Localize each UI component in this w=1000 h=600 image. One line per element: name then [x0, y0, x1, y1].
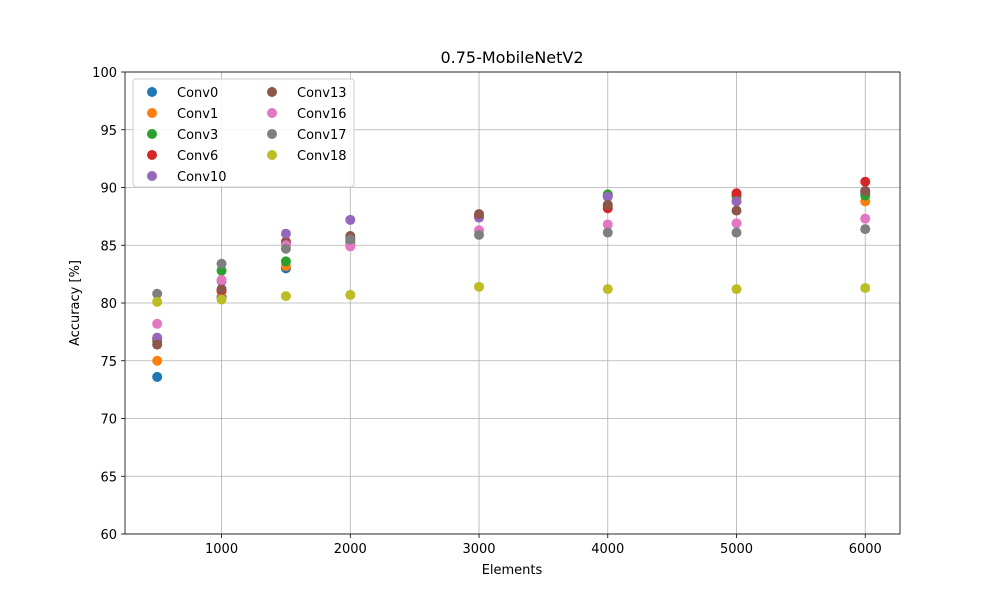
legend-label-conv10: Conv10: [177, 170, 227, 185]
legend-label-conv3: Conv3: [177, 128, 218, 143]
data-point-conv10: [731, 196, 742, 207]
legend-marker-conv18: [267, 150, 277, 160]
data-point-conv10: [280, 228, 291, 239]
legend: Conv0 Conv1 Conv3 Conv6 Conv10 Conv13 Conv16 Co…: [132, 78, 355, 188]
legend-label-conv17: Conv17: [297, 128, 347, 143]
x-tick-label: 1000: [205, 542, 238, 557]
data-point-conv18: [602, 284, 613, 295]
data-point-conv18: [474, 281, 485, 292]
data-point-conv18: [216, 294, 227, 305]
data-point-conv1: [152, 355, 163, 366]
data-point-conv18: [345, 289, 356, 300]
y-axis-title: Accuracy [%]: [68, 260, 83, 346]
x-tick-label: 4000: [591, 542, 624, 557]
data-point-conv18: [152, 296, 163, 307]
data-point-conv18: [731, 284, 742, 295]
y-tick-label: 90: [100, 182, 117, 197]
data-point-conv17: [280, 243, 291, 254]
legend-marker-conv3: [147, 129, 157, 139]
data-point-conv17: [602, 227, 613, 238]
data-point-conv16: [860, 213, 871, 224]
data-point-conv13: [860, 185, 871, 196]
legend-label-conv13: Conv13: [297, 86, 347, 101]
data-point-conv3: [216, 265, 227, 276]
y-tick-label: 65: [100, 470, 117, 485]
legend-label-conv18: Conv18: [297, 149, 347, 164]
legend-marker-conv10: [147, 171, 157, 181]
x-tick-label: 5000: [720, 542, 753, 557]
data-point-conv0: [152, 371, 163, 382]
data-point-conv16: [731, 218, 742, 229]
y-tick-label: 100: [92, 66, 117, 81]
data-point-conv17: [731, 227, 742, 238]
y-tick-label: 95: [100, 124, 117, 139]
data-point-conv18: [860, 282, 871, 293]
data-point-conv16: [152, 318, 163, 329]
legend-label-conv0: Conv0: [177, 86, 218, 101]
data-point-conv17: [216, 258, 227, 269]
data-point-conv10: [152, 332, 163, 343]
legend-marker-conv13: [267, 87, 277, 97]
data-point-conv13: [216, 284, 227, 295]
data-point-conv17: [860, 224, 871, 235]
data-point-conv13: [731, 205, 742, 216]
data-point-conv16: [216, 274, 227, 285]
axes: 1000 2000 3000 4000 5000 6000 60 65 70 75 80 85 90 95…: [92, 66, 901, 557]
data-point-conv17: [152, 288, 163, 299]
data-point-conv13: [474, 209, 485, 220]
data-point-conv18: [280, 291, 291, 302]
data-point-conv17: [474, 229, 485, 240]
legend-marker-conv1: [147, 108, 157, 118]
x-tick-label: 3000: [462, 542, 495, 557]
legend-marker-conv17: [267, 129, 277, 139]
data-point-conv10: [345, 214, 356, 225]
data-point-conv6: [860, 176, 871, 187]
legend-marker-conv16: [267, 108, 277, 118]
data-point-conv16: [345, 241, 356, 252]
legend-label-conv1: Conv1: [177, 107, 218, 122]
data-point-conv3: [280, 256, 291, 267]
legend-marker-conv0: [147, 87, 157, 97]
legend-marker-conv6: [147, 150, 157, 160]
data-point-conv13: [602, 199, 613, 210]
data-point-conv10: [602, 191, 613, 202]
data-point-conv13: [152, 339, 163, 350]
data-point-conv17: [345, 234, 356, 245]
legend-label-conv16: Conv16: [297, 107, 347, 122]
x-tick-label: 6000: [849, 542, 882, 557]
data-point-conv6: [731, 188, 742, 199]
y-tick-label: 75: [100, 355, 117, 370]
y-tick-label: 70: [100, 413, 117, 428]
y-tick-label: 85: [100, 239, 117, 254]
y-tick-label: 80: [100, 297, 117, 312]
x-tick-label: 2000: [334, 542, 367, 557]
data-points: [152, 176, 871, 382]
legend-label-conv6: Conv6: [177, 149, 218, 164]
x-axis-title: Elements: [482, 563, 543, 578]
legend-box: [132, 78, 355, 188]
data-point-conv16: [602, 219, 613, 230]
y-tick-label: 60: [100, 528, 117, 543]
chart-title: 0.75-MobileNetV2: [440, 48, 583, 67]
